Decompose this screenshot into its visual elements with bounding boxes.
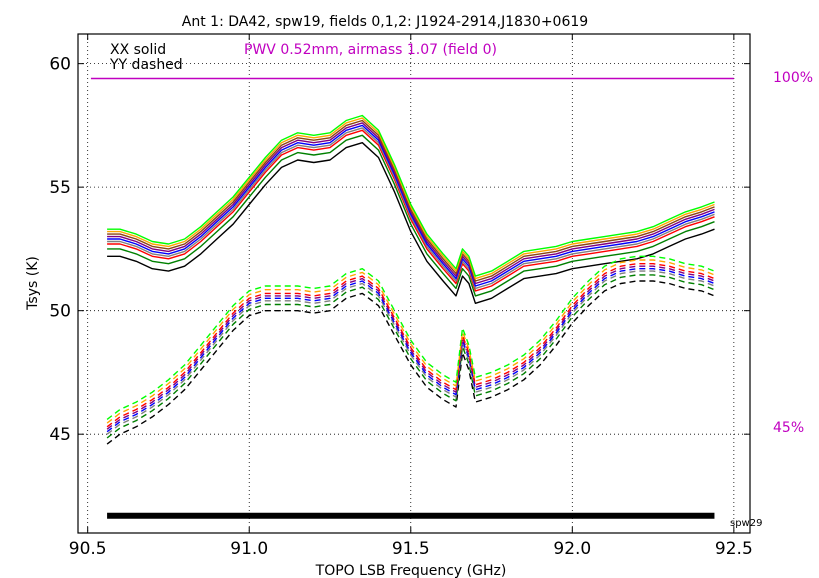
xx-series-line <box>107 127 715 290</box>
series-lines <box>106 114 715 445</box>
xx-series-line <box>107 141 715 304</box>
xx-series-line <box>107 129 715 292</box>
y-tick-label: 55 <box>49 178 71 198</box>
transmission-top-label: 100% <box>773 70 813 86</box>
xx-series-line <box>107 124 715 287</box>
legend-dashed-label: YY dashed <box>109 57 183 73</box>
x-tick-label: 92.0 <box>553 539 591 559</box>
chart-title: Ant 1: DA42, spw19, fields 0,1,2: J1924-… <box>182 14 588 30</box>
x-tick-label: 91.5 <box>392 539 430 559</box>
x-tick-label: 91.0 <box>230 539 268 559</box>
xx-series-line <box>107 122 715 285</box>
spw-bar-label: spw29 <box>730 518 762 529</box>
y-tick-label: 45 <box>49 425 71 445</box>
yy-series-line <box>106 274 715 439</box>
y-tick-label: 60 <box>49 55 71 75</box>
plot-frame <box>77 33 751 534</box>
legend-solid-label: XX solid <box>110 42 166 58</box>
x-axis-label: TOPO LSB Frequency (GHz) <box>315 563 507 578</box>
xx-series-line <box>107 119 715 282</box>
y-tick-label: 50 <box>49 302 71 322</box>
pwv-annotation: PWV 0.52mm, airmass 1.07 (field 0) <box>244 42 497 58</box>
x-tick-label: 92.5 <box>715 539 753 559</box>
grid-lines <box>78 34 750 533</box>
y-axis-label: Tsys (K) <box>25 256 41 311</box>
transmission-bottom-label: 45% <box>773 420 804 436</box>
xx-series-line <box>107 117 715 280</box>
xx-series-line <box>107 134 715 297</box>
x-tick-label: 90.5 <box>69 539 107 559</box>
axis-ticks: 90.5 91.0 91.5 92.0 92.5 45 50 55 60 <box>49 34 753 559</box>
xx-series-line <box>107 114 715 277</box>
